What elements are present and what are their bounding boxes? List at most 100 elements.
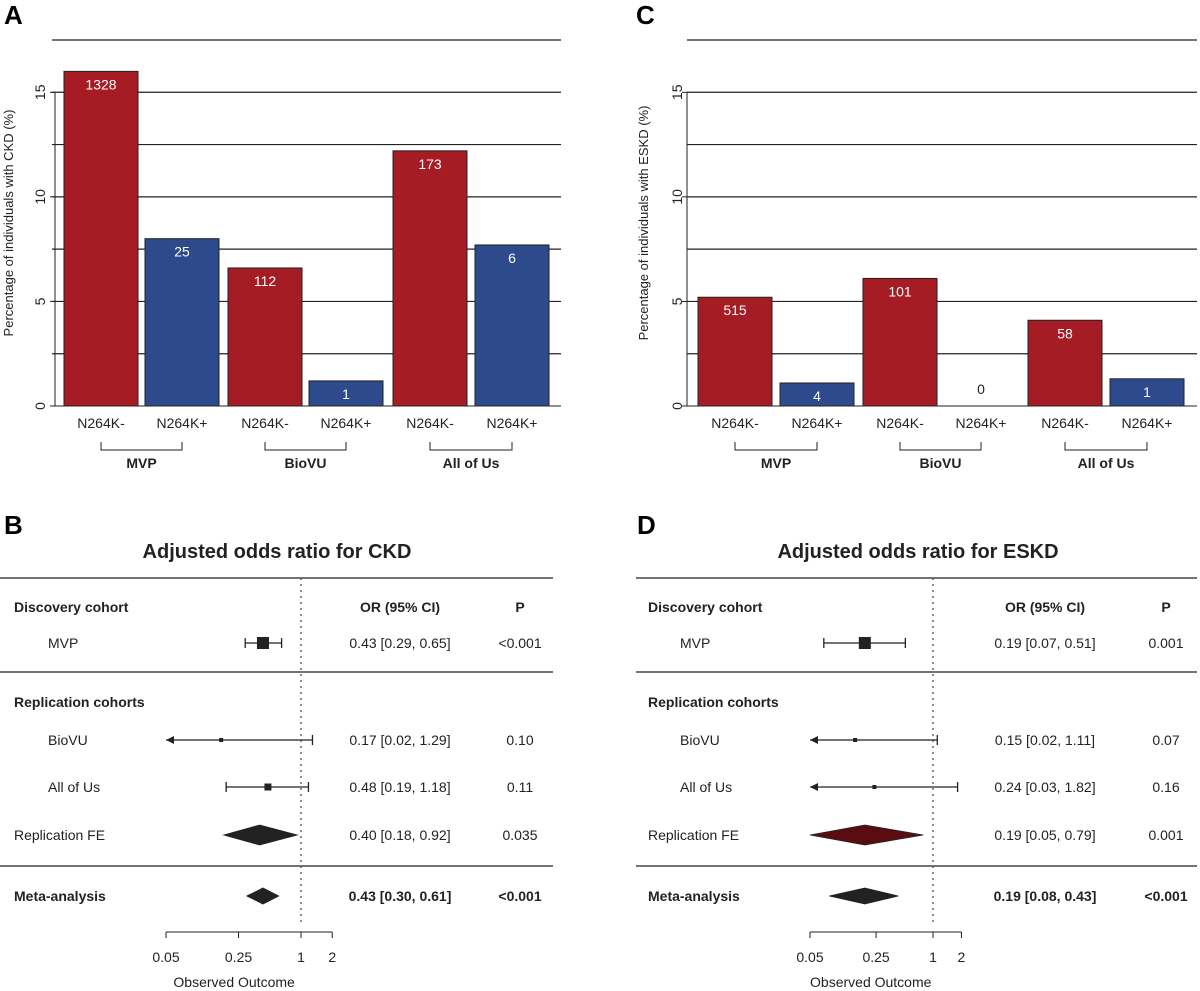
group-bracket [100,442,183,451]
bar [1109,378,1185,407]
bar-data-label: 101 [888,283,912,299]
bar-data-label: 515 [723,302,747,318]
ci-arrow-left [810,736,818,744]
ci-arrow-left [166,736,174,744]
group-label: BioVU [285,455,327,471]
or-column-header: OR (95% CI) [360,599,440,615]
x-tick-label: 0.05 [796,949,823,965]
panel-letter: A [4,0,23,30]
summary-diamond [245,887,280,905]
bar [474,244,550,407]
panel-letter: D [637,510,656,540]
panel-b-ckd-forest-plot: B Adjusted odds ratio for CKD Discovery co… [0,510,553,990]
row-name: MVP [48,635,78,651]
or-column-header: OR (95% CI) [1005,599,1085,615]
group-label: MVP [126,455,156,471]
replication-cohorts-header: Replication cohorts [648,694,779,710]
group-label: All of Us [443,455,500,471]
y-tick-label: 5 [32,297,48,305]
bar-data-label: 1328 [85,76,116,92]
row-or-ci: 0.19 [0.07, 0.51] [994,635,1095,651]
bar-data-label: 25 [174,244,190,260]
x-category-label: N264K+ [487,415,538,431]
x-tick-label: 2 [328,949,336,965]
row-p-value: 0.10 [506,732,533,748]
x-category-label: N264K- [241,415,289,431]
forest-title: Adjusted odds ratio for CKD [143,541,412,563]
row-name: Meta-analysis [648,888,740,904]
bar-data-label: 1 [342,386,350,402]
bar-data-label: 58 [1057,325,1073,341]
row-p-value: <0.001 [498,888,541,904]
row-name: All of Us [48,779,100,795]
bar-data-label: 173 [418,156,442,172]
bar [1027,319,1103,407]
row-or-ci: 0.15 [0.02, 1.11] [995,732,1095,748]
x-category-label: N264K- [711,415,759,431]
p-column-header: P [1161,599,1170,615]
x-tick-label: 0.05 [152,949,179,965]
discovery-cohort-header: Discovery cohort [14,599,129,615]
y-axis-label: Percentage of individuals with ESKD (%) [636,106,651,341]
bar [862,277,938,407]
x-category-label: N264K+ [321,415,372,431]
x-category-label: N264K- [876,415,924,431]
bar-data-label: 112 [254,273,277,289]
row-or-ci: 0.43 [0.30, 0.61] [349,888,452,904]
point-estimate-box [872,785,877,789]
group-label: All of Us [1078,455,1135,471]
row-name: BioVU [680,732,720,748]
x-tick-label: 1 [297,949,305,965]
row-name: Replication FE [14,827,105,843]
row-name: Meta-analysis [14,888,106,904]
summary-diamond [809,824,924,846]
group-bracket [429,442,513,451]
row-p-value: <0.001 [1144,888,1187,904]
x-tick-label: 2 [958,949,966,965]
point-estimate-box [256,637,269,649]
row-or-ci: 0.19 [0.05, 0.79] [994,827,1095,843]
y-tick-label: 15 [32,84,48,100]
row-name: BioVU [48,732,88,748]
p-column-header: P [515,599,524,615]
row-or-ci: 0.43 [0.29, 0.65] [349,635,450,651]
row-or-ci: 0.48 [0.19, 1.18] [349,779,450,795]
bar-data-label: 6 [508,250,516,266]
summary-diamond [222,824,299,846]
group-bracket [264,442,347,451]
y-tick-label: 10 [669,189,685,205]
group-label: MVP [761,455,791,471]
group-bracket [899,442,982,451]
y-tick-label: 0 [32,402,48,410]
x-tick-label: 1 [929,949,937,965]
summary-diamond [829,887,899,905]
bar [227,267,303,407]
row-or-ci: 0.24 [0.03, 1.82] [994,779,1095,795]
x-category-label: N264K- [1041,415,1089,431]
row-or-ci: 0.40 [0.18, 0.92] [349,827,450,843]
group-bracket [734,442,818,451]
row-name: All of Us [680,779,732,795]
row-or-ci: 0.19 [0.08, 0.43] [994,888,1097,904]
bar-data-label: 1 [1143,384,1151,400]
ci-arrow-left [810,783,818,791]
y-axis-label: Percentage of individuals with CKD (%) [1,110,16,337]
row-p-value: 0.035 [502,827,537,843]
bar [308,380,384,407]
y-tick-label: 0 [669,402,685,410]
replication-cohorts-header: Replication cohorts [14,694,145,710]
y-tick-label: 10 [32,189,48,205]
discovery-cohort-header: Discovery cohort [648,599,763,615]
row-or-ci: 0.17 [0.02, 1.29] [349,732,450,748]
row-p-value: 0.001 [1148,827,1183,843]
bar [144,238,220,407]
x-category-label: N264K- [406,415,454,431]
point-estimate-box [853,738,858,742]
x-tick-label: 0.25 [225,949,252,965]
bar [697,296,773,407]
x-category-label: N264K+ [956,415,1007,431]
point-estimate-box [219,738,224,742]
row-p-value: 0.001 [1148,635,1183,651]
